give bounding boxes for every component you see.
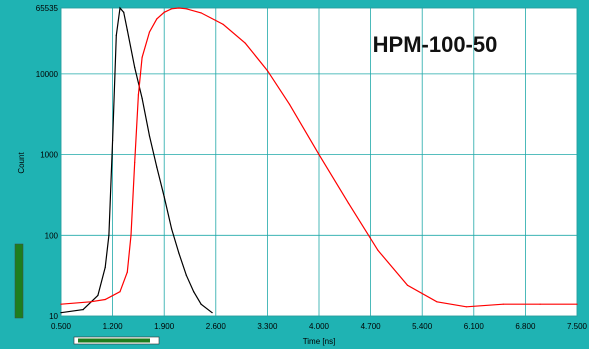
data-point [115,34,117,36]
y-tick-label: 65535 [36,4,59,13]
x-tick-label: 4.000 [309,322,330,331]
data-point [156,166,158,168]
data-point [170,8,173,10]
y-tick-label: 1000 [40,151,58,160]
y-tick-label: 10 [49,312,58,321]
horizontal-scrollbar-thumb[interactable] [78,338,150,343]
data-point [123,11,125,13]
data-point [134,161,136,164]
data-point [108,234,110,236]
data-point [119,291,121,293]
data-point [318,153,320,156]
grid-lines [60,7,578,317]
x-tick-label: 5.400 [412,322,433,331]
x-tick-label: 0.500 [51,322,72,331]
data-point [156,18,158,20]
y-tick-label: 10000 [36,70,59,79]
data-point [193,291,195,293]
data-point [539,303,541,305]
data-point [178,252,180,254]
data-point [347,202,350,204]
data-point [89,301,92,303]
x-tick-label: 2.600 [206,322,227,331]
vertical-scrollbar[interactable] [14,243,24,319]
data-point [244,42,246,44]
x-tick-label: 4.700 [361,322,382,331]
data-point [112,139,114,141]
data-point [200,12,202,14]
data-point [141,97,143,99]
y-axis-label: Count [17,152,26,174]
x-tick-label: 1.900 [154,322,175,331]
data-point [266,69,268,72]
data-point [141,56,143,59]
chart-title: HPM-100-50 [373,32,498,57]
data-point [178,7,180,9]
data-point [82,309,84,311]
x-tick-label: 6.100 [464,322,485,331]
x-tick-label: 7.500 [567,322,588,331]
data-point [436,301,438,303]
data-point [406,284,409,286]
data-point [148,31,151,33]
data-point [126,271,128,273]
y-tick-label: 100 [45,231,59,240]
horizontal-scrollbar[interactable] [73,336,160,345]
data-point [126,29,128,31]
x-axis-label: Time [ns] [303,337,336,346]
data-point [134,66,136,69]
data-point [502,303,504,305]
data-point [137,94,139,96]
data-point [60,312,62,314]
data-point [211,312,213,314]
data-point [60,303,62,305]
data-point [104,298,106,301]
data-point [185,274,187,276]
axis-layer: 0.500 1.200 1.900 2.600 3.300 4.000 4.700 5.400… [36,4,588,331]
data-point [288,103,291,105]
data-point [130,234,132,236]
data-point [163,11,165,13]
data-point [97,294,99,296]
data-point [170,228,173,230]
data-point [185,8,187,10]
data-point [576,303,578,305]
data-point [104,266,106,269]
data-point [465,306,468,308]
data-point [119,7,121,9]
curve-layer [60,6,578,314]
data-point [377,249,379,251]
x-tick-label: 3.300 [257,322,278,331]
data-point [148,135,151,137]
data-point [222,23,224,26]
x-tick-label: 6.800 [515,322,536,331]
data-point [163,196,165,198]
data-point [200,303,202,305]
x-tick-label: 1.200 [103,322,124,331]
